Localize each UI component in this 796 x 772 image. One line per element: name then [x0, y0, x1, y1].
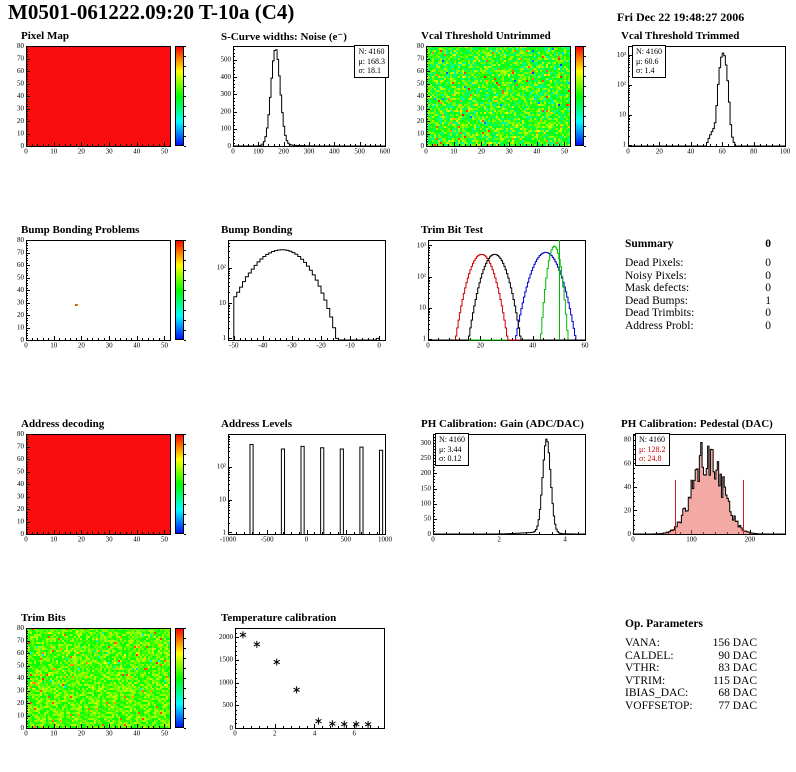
chart-title-vcal-untrimmed: Vcal Threshold Untrimmed [421, 30, 551, 42]
chart-title-address-levels: Address Levels [221, 418, 292, 430]
row-label: VOFFSETOP: [625, 699, 693, 712]
chart-title-trim-bit-test: Trim Bit Test [421, 224, 484, 236]
row-label: VTRIM: [625, 674, 666, 687]
chart-title-address-decoding: Address decoding [21, 418, 105, 430]
panel-ph-pedestal: PH Calibration: Pedestal (DAC) N: 4160 μ… [608, 418, 794, 568]
summary-header: Summary 0 [625, 238, 771, 250]
stat-mean: μ: 128.2 [639, 444, 666, 454]
row-label: Address Probl: [625, 319, 694, 332]
row-value: 0 [765, 257, 771, 269]
summary-row-dead-trimbits: Dead Trimbits: 0 [625, 307, 771, 320]
stat-entries: N: 4160 [639, 435, 665, 444]
stat-mean: μ: 3.44 [439, 444, 462, 454]
row-value: 0 [765, 319, 771, 332]
panel-address-decoding: Address decoding [8, 418, 194, 568]
row-label: Dead Pixels: [625, 257, 684, 269]
bump-problems-heatmap [8, 237, 192, 353]
summary-panel: Summary 0 Dead Pixels: 0 Noisy Pixels: 0… [625, 238, 771, 332]
summary-total: 0 [765, 238, 771, 250]
stat-sigma: σ: 0.12 [439, 454, 462, 463]
row-value: 115 DAC [713, 674, 757, 687]
row-label: VANA: [625, 637, 660, 649]
op-row-vthr: VTHR: 83 DAC [625, 662, 757, 675]
row-value: 156 DAC [712, 637, 757, 649]
row-value: 1 [765, 294, 771, 307]
chart-title-bump-problems: Bump Bonding Problems [21, 224, 140, 236]
stat-entries: N: 4160 [636, 47, 662, 56]
row-label: Dead Trimbits: [625, 307, 695, 319]
summary-row-noisy-pixels: Noisy Pixels: 0 [625, 270, 771, 283]
stats-box-ph-pedestal: N: 4160 μ: 128.2 σ: 24.8 [635, 433, 670, 466]
row-value: 77 DAC [718, 699, 757, 712]
row-label: CALDEL: [625, 649, 674, 662]
chart-title-ph-gain: PH Calibration: Gain (ADC/DAC) [421, 418, 584, 430]
row-label: Mask defects: [625, 282, 690, 294]
row-value: 83 DAC [718, 662, 757, 674]
row-label: VTHR: [625, 662, 660, 674]
stat-sigma: σ: 18.1 [358, 66, 382, 75]
trim-bits-heatmap [8, 625, 192, 741]
stat-sigma: σ: 1.4 [636, 66, 655, 75]
panel-ph-gain: PH Calibration: Gain (ADC/DAC) N: 4160 μ… [408, 418, 594, 568]
pixel-map-heatmap [8, 43, 192, 159]
row-value: 68 DAC [718, 687, 757, 699]
op-row-vana: VANA: 156 DAC [625, 637, 757, 650]
summary-title: Summary [625, 238, 674, 250]
op-row-ibias: IBIAS_DAC: 68 DAC [625, 687, 757, 700]
stat-mean: μ: 168.3 [358, 56, 385, 66]
trim-bit-test-histogram [408, 237, 592, 353]
row-value: 0 [765, 269, 771, 282]
panel-pixel-map: Pixel Map [8, 30, 194, 180]
panel-bump-bonding-problems: Bump Bonding Problems [8, 224, 194, 374]
panel-trim-bits: Trim Bits [8, 612, 194, 762]
op-row-voffsetop: VOFFSETOP: 77 DAC [625, 700, 757, 713]
op-row-caldel: CALDEL: 90 DAC [625, 650, 757, 663]
row-value: 90 DAC [718, 649, 757, 662]
stat-sigma: σ: 24.8 [639, 454, 662, 463]
row-label: Dead Bumps: [625, 294, 688, 307]
stat-entries: N: 4160 [358, 47, 385, 56]
chart-title-scurve-noise: S-Curve widths: Noise (e⁻) [221, 31, 347, 43]
op-row-vtrim: VTRIM: 115 DAC [625, 675, 757, 688]
panel-scurve-noise: S-Curve widths: Noise (e⁻) N: 4160 μ: 16… [208, 30, 394, 180]
summary-row-address-probl: Address Probl: 0 [625, 320, 771, 333]
temperature-scatter [208, 625, 392, 741]
row-label: Noisy Pixels: [625, 269, 687, 282]
panel-address-levels: Address Levels [208, 418, 394, 568]
row-value: 0 [765, 307, 771, 319]
chart-title-bump-bonding: Bump Bonding [221, 224, 293, 236]
timestamp: Fri Dec 22 19:48:27 2006 [617, 10, 745, 24]
address-decoding-heatmap [8, 431, 192, 547]
op-parameters-title: Op. Parameters [625, 618, 703, 630]
panel-temperature: Temperature calibration [208, 612, 394, 762]
address-levels-histogram [208, 431, 392, 547]
chart-title-ph-pedestal: PH Calibration: Pedestal (DAC) [621, 418, 773, 430]
op-parameters-header: Op. Parameters [625, 618, 757, 630]
page-title: M0501-061222.09:20 T-10a (C4) [8, 0, 295, 24]
panel-vcal-trimmed: Vcal Threshold Trimmed N: 4160 μ: 60.6 σ… [608, 30, 794, 180]
chart-title-pixel-map: Pixel Map [21, 30, 69, 42]
stats-box-ph-gain: N: 4160 μ: 3.44 σ: 0.12 [435, 433, 469, 466]
row-label: IBIAS_DAC: [625, 687, 689, 699]
op-parameters-panel: Op. Parameters VANA: 156 DAC CALDEL: 90 … [625, 618, 757, 712]
stat-mean: μ: 60.6 [636, 56, 659, 66]
vcal-untrimmed-heatmap [408, 43, 592, 159]
chart-title-vcal-trimmed: Vcal Threshold Trimmed [621, 30, 740, 42]
bump-bonding-histogram [208, 237, 392, 353]
summary-row-dead-pixels: Dead Pixels: 0 [625, 257, 771, 270]
stats-box-scurve: N: 4160 μ: 168.3 σ: 18.1 [354, 45, 389, 78]
chart-title-trim-bits: Trim Bits [21, 612, 66, 624]
stats-box-vcal-trimmed: N: 4160 μ: 60.6 σ: 1.4 [632, 45, 666, 78]
row-value: 0 [765, 282, 771, 294]
summary-row-mask-defects: Mask defects: 0 [625, 282, 771, 295]
panel-vcal-untrimmed: Vcal Threshold Untrimmed [408, 30, 594, 180]
chart-title-temperature: Temperature calibration [221, 612, 337, 624]
stat-entries: N: 4160 [439, 435, 465, 444]
panel-trim-bit-test: Trim Bit Test [408, 224, 594, 374]
summary-row-dead-bumps: Dead Bumps: 1 [625, 295, 771, 308]
panel-bump-bonding: Bump Bonding [208, 224, 394, 374]
